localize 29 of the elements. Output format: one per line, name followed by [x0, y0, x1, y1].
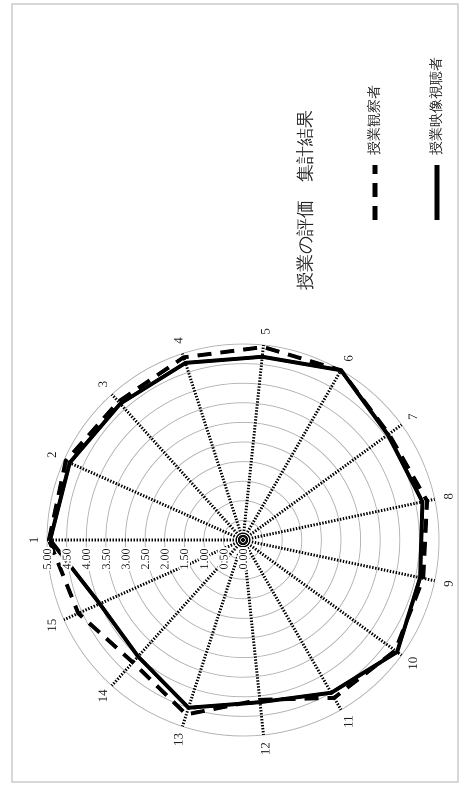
spoke-label: 13 [170, 732, 186, 746]
y-tick-label: 1.50 [177, 548, 192, 570]
y-tick-label: 0.50 [216, 548, 230, 570]
y-tick-label: 2.50 [138, 548, 152, 570]
spoke-label: 5 [257, 328, 272, 335]
spoke-label: 12 [257, 742, 272, 756]
spoke-label: 4 [170, 336, 186, 344]
spoke-label: 10 [405, 656, 420, 670]
y-tick-label: 3.50 [98, 548, 113, 570]
y-tick-label: 4.50 [60, 548, 74, 570]
y-tick-label: 3.00 [118, 548, 132, 570]
text: 授業の評価 集計結果 [295, 110, 315, 290]
spoke-label: 9 [440, 580, 456, 587]
spoke-label: 2 [44, 451, 59, 458]
spoke-label: 3 [95, 380, 110, 388]
y-tick-label: 1.00 [196, 548, 211, 570]
spoke-label: 6 [340, 354, 356, 362]
spoke-label: 8 [440, 493, 456, 500]
text: 授業観察者 [366, 85, 382, 155]
spoke-label: 7 [405, 412, 420, 420]
spoke-label: 15 [44, 618, 59, 632]
y-tick-label: 5.00 [40, 548, 54, 570]
spoke-label: 1 [26, 536, 41, 544]
text: 授業映像視聴者 [428, 57, 444, 155]
spoke-label: 11 [340, 715, 356, 728]
spoke-label: 14 [95, 688, 110, 702]
y-tick-label: 0.00 [236, 548, 250, 570]
y-tick-label: 2.00 [158, 548, 172, 570]
y-tick-label: 4.00 [79, 548, 94, 570]
